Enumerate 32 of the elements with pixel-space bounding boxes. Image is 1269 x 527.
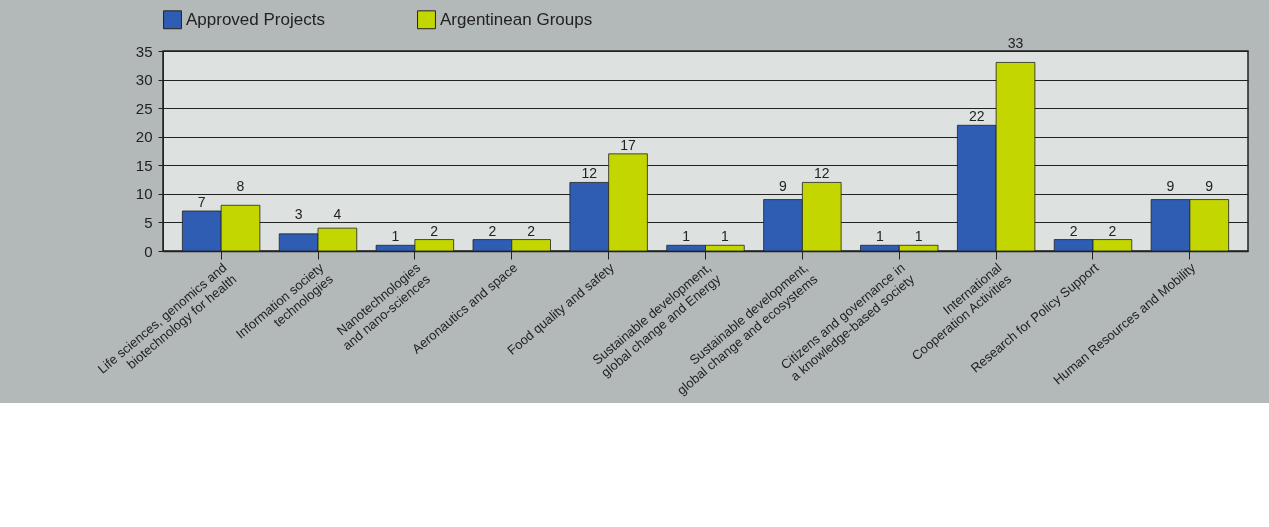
data-label: 2	[1069, 222, 1078, 239]
data-label: 1	[682, 228, 691, 245]
y-tick-label: 20	[135, 128, 153, 146]
y-tick-label: 5	[144, 213, 153, 231]
data-label: 33	[1007, 35, 1024, 51]
y-tick-label: 30	[135, 71, 153, 89]
data-label: 4	[333, 206, 342, 223]
data-label: 2	[488, 222, 497, 239]
data-label: 3	[294, 206, 303, 223]
legend-label: Argentinean Groups	[440, 9, 593, 29]
data-label: 9	[1205, 177, 1214, 194]
y-tick-label: 25	[135, 99, 153, 117]
data-label: 12	[813, 165, 830, 182]
data-label: 1	[720, 228, 729, 245]
data-label: 7	[197, 194, 206, 210]
data-label: 2	[1108, 222, 1117, 239]
data-label: 12	[581, 165, 598, 182]
y-tick-label: 35	[135, 42, 153, 60]
data-label: 17	[620, 136, 636, 153]
data-label: 9	[1166, 177, 1175, 194]
y-tick-label: 0	[144, 242, 153, 260]
y-tick-label: 10	[135, 185, 153, 203]
data-label: 2	[430, 222, 439, 239]
legend-label: Approved Projects	[186, 9, 325, 29]
data-label: 22	[968, 108, 985, 125]
data-label: 8	[236, 177, 245, 194]
y-tick-label: 15	[135, 156, 153, 174]
data-label: 1	[391, 228, 400, 245]
data-label: 2	[527, 222, 536, 239]
data-label: 1	[875, 228, 884, 245]
data-label: 1	[914, 228, 923, 245]
data-label: 9	[779, 177, 788, 194]
